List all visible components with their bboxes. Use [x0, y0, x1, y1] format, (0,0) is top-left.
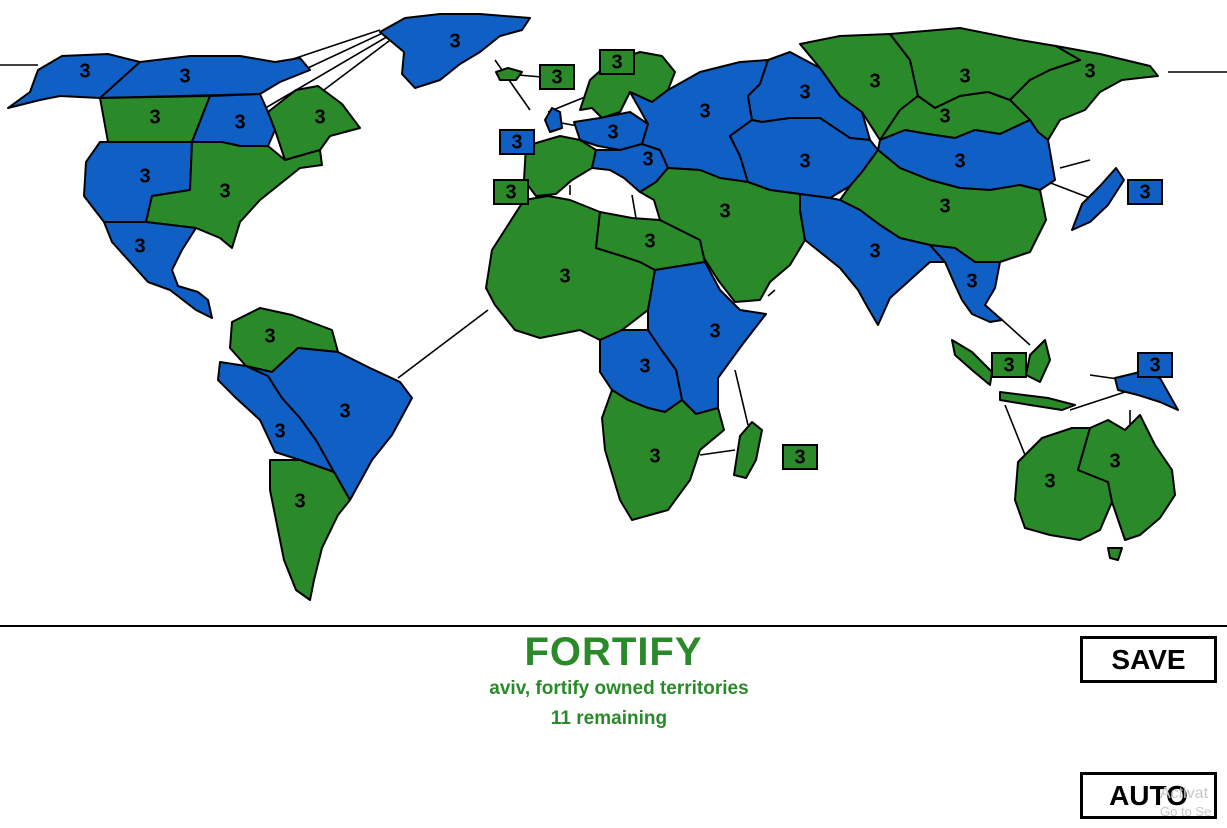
army-chip-japan[interactable]: [1127, 179, 1163, 205]
army-chip-iceland[interactable]: [539, 64, 575, 90]
instruction-text: aviv, fortify owned territories: [489, 678, 749, 699]
activation-watermark: Activat Go to Se: [1160, 785, 1211, 821]
remaining-count: 11 remaining: [550, 708, 668, 729]
territory-eastern-us[interactable]: [145, 141, 323, 249]
territory-greenland[interactable]: [379, 13, 531, 89]
territory-central-america[interactable]: [103, 221, 213, 319]
territory-great-britain[interactable]: [544, 107, 563, 133]
army-chip-scandinavia[interactable]: [599, 49, 635, 75]
territory-western-europe[interactable]: [523, 135, 597, 197]
territory-south-africa[interactable]: [601, 389, 725, 521]
territory-middle-east[interactable]: [639, 167, 806, 303]
phase-title: FORTIFY: [0, 630, 1227, 675]
territory-eastern-australia[interactable]: [1077, 414, 1176, 561]
territory-iceland[interactable]: [495, 67, 523, 81]
territory-india[interactable]: [799, 193, 946, 326]
territory-kamchatka[interactable]: [1009, 45, 1159, 141]
auto-button[interactable]: AUTO: [1080, 772, 1217, 819]
army-chip-madagascar[interactable]: [782, 444, 818, 470]
watermark-line-1: Activat: [1160, 785, 1209, 802]
territory-quebec[interactable]: [267, 85, 361, 161]
territory-argentina[interactable]: [269, 459, 351, 601]
territory-alberta[interactable]: [99, 95, 211, 143]
territory-northwest-territory[interactable]: [99, 55, 311, 99]
army-chip-new-guinea[interactable]: [1137, 352, 1173, 378]
territory-madagascar[interactable]: [733, 421, 763, 479]
save-button[interactable]: SAVE: [1080, 636, 1217, 683]
army-chip-indonesia[interactable]: [991, 352, 1027, 378]
army-chip-western-europe[interactable]: [493, 179, 529, 205]
territory-north-africa[interactable]: [485, 195, 656, 341]
phase-label: FORTIFY: [524, 630, 703, 674]
territory-alaska[interactable]: [7, 53, 141, 109]
status-divider: [0, 625, 1227, 627]
territory-siam[interactable]: [929, 244, 1003, 323]
watermark-line-2: Go to Se: [1160, 804, 1212, 819]
territory-japan[interactable]: [1071, 167, 1125, 231]
territory-brazil[interactable]: [245, 347, 413, 501]
army-chip-great-britain[interactable]: [499, 129, 535, 155]
